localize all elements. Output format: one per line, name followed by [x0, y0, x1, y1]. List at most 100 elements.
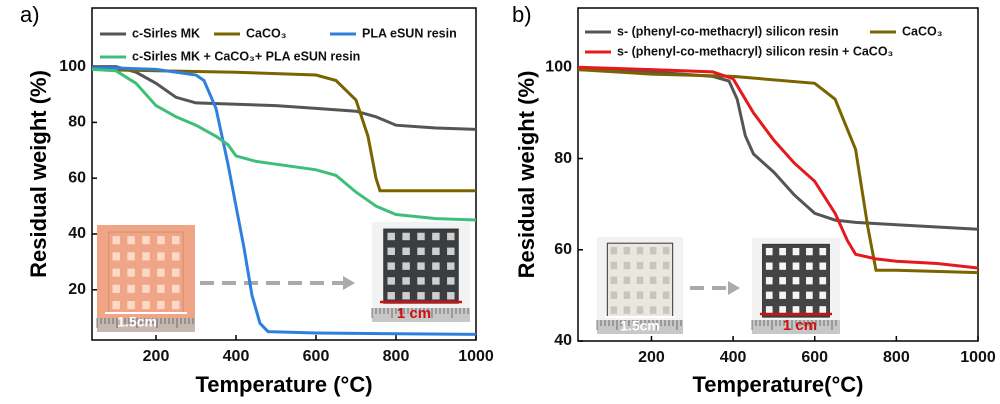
legend-label: PLA eSUN resin: [362, 26, 457, 40]
ruler: [597, 320, 683, 334]
lattice-hole: [806, 247, 813, 256]
lattice-hole: [610, 261, 618, 270]
x-tick-label: 200: [143, 348, 170, 365]
lattice-hole: [792, 291, 800, 299]
lattice-hole: [127, 284, 135, 293]
lattice-hole: [765, 306, 773, 314]
lattice-hole: [127, 301, 135, 310]
panel-label: b): [512, 2, 532, 27]
lattice-hole: [172, 236, 180, 245]
scale-label: 1.5cm: [117, 314, 157, 330]
legend-label: CaCO₃: [246, 26, 287, 40]
y-tick-label: 100: [545, 59, 572, 76]
ruler: [752, 320, 840, 334]
lattice-hole: [779, 306, 786, 314]
lattice-hole: [819, 247, 827, 256]
series-line: [91, 67, 477, 222]
lattice-hole: [819, 291, 827, 299]
lattice-hole: [662, 246, 670, 255]
lattice-hole: [402, 292, 410, 300]
legend-label: c-Sirles MK: [132, 26, 200, 40]
lattice-hole: [402, 232, 410, 241]
lattice-hole: [806, 262, 813, 270]
lattice-hole: [819, 306, 827, 314]
ruler: [372, 308, 470, 322]
lattice-hole: [142, 236, 150, 245]
lattice-hole: [610, 291, 618, 299]
x-tick-label: 200: [638, 349, 665, 366]
lattice-hole: [623, 246, 631, 255]
lattice-hole: [387, 292, 395, 300]
lattice-hole: [636, 291, 644, 299]
lattice-hole: [649, 261, 657, 270]
lattice-hole: [792, 247, 800, 256]
lattice-hole: [806, 291, 813, 299]
lattice-hole: [432, 262, 440, 270]
lattice-hole: [779, 291, 786, 299]
x-tick-label: 1000: [458, 348, 494, 365]
lattice-hole: [649, 291, 657, 299]
lattice-hole: [765, 247, 773, 256]
lattice-hole: [402, 262, 410, 270]
lattice-hole: [447, 277, 455, 285]
y-tick-label: 80: [68, 114, 86, 131]
series-line: [92, 66, 477, 336]
scale-label: 1 cm: [397, 305, 431, 322]
lattice-hole: [417, 277, 425, 285]
series-line: [91, 67, 476, 193]
lattice-hole: [447, 247, 455, 256]
lattice-hole: [636, 261, 644, 270]
y-tick-label: 60: [68, 169, 86, 186]
lattice-hole: [387, 277, 395, 285]
x-tick-label: 400: [720, 349, 747, 366]
lattice-hole: [779, 262, 786, 270]
x-axis-label: Temperature(°C): [693, 372, 864, 397]
lattice-hole: [157, 301, 165, 310]
lattice-hole: [806, 306, 813, 314]
lattice-hole: [662, 306, 670, 314]
lattice-hole: [172, 268, 180, 277]
lattice-hole: [157, 252, 165, 261]
lattice-hole: [127, 252, 135, 261]
y-tick-label: 60: [554, 241, 572, 258]
lattice-hole: [792, 306, 800, 314]
lattice-hole: [792, 277, 800, 285]
x-tick-label: 800: [883, 349, 910, 366]
series-line: [92, 65, 477, 131]
lattice-hole: [623, 261, 631, 270]
lattice-hole: [623, 306, 631, 314]
legend-label: s- (phenyl-co-methacryl) silicon resin: [617, 24, 839, 38]
x-tick-label: 1000: [960, 349, 996, 366]
lattice-hole: [806, 277, 813, 285]
lattice-hole: [636, 306, 644, 314]
scale-label: 1 cm: [783, 317, 817, 334]
lattice-hole: [432, 292, 440, 300]
lattice-hole: [112, 301, 120, 310]
lattice-hole: [142, 268, 150, 277]
lattice-hole: [142, 284, 150, 293]
series-line: [577, 65, 979, 270]
lattice-hole: [172, 301, 180, 310]
lattice-hole: [649, 246, 657, 255]
lattice-hole: [172, 252, 180, 261]
lattice-hole: [172, 284, 180, 293]
lattice-hole: [387, 247, 395, 256]
x-tick-label: 600: [801, 349, 828, 366]
lattice-hole: [112, 284, 120, 293]
lattice-hole: [417, 262, 425, 270]
y-tick-label: 20: [68, 281, 86, 298]
lattice-hole: [157, 268, 165, 277]
x-tick-label: 600: [303, 348, 330, 365]
lattice-hole: [636, 276, 644, 285]
series-line: [577, 68, 979, 275]
scale-label: 1.5cm: [620, 318, 660, 334]
y-tick-label: 40: [68, 225, 86, 242]
lattice-hole: [142, 301, 150, 310]
lattice-hole: [112, 252, 120, 261]
lattice-hole: [447, 292, 455, 300]
lattice-hole: [779, 247, 786, 256]
lattice-hole: [127, 268, 135, 277]
lattice-hole: [402, 247, 410, 256]
arrow-head: [343, 276, 355, 290]
lattice-hole: [662, 261, 670, 270]
